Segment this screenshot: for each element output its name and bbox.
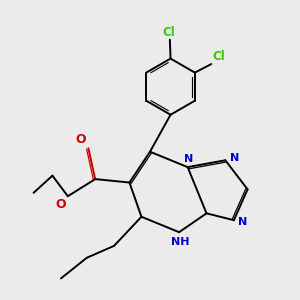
Text: O: O: [75, 133, 86, 146]
Text: N: N: [230, 153, 239, 163]
Text: O: O: [56, 198, 66, 211]
Text: NH: NH: [170, 237, 189, 247]
Text: N: N: [238, 217, 248, 226]
Text: Cl: Cl: [213, 50, 225, 63]
Text: Cl: Cl: [162, 26, 175, 39]
Text: N: N: [184, 154, 193, 164]
